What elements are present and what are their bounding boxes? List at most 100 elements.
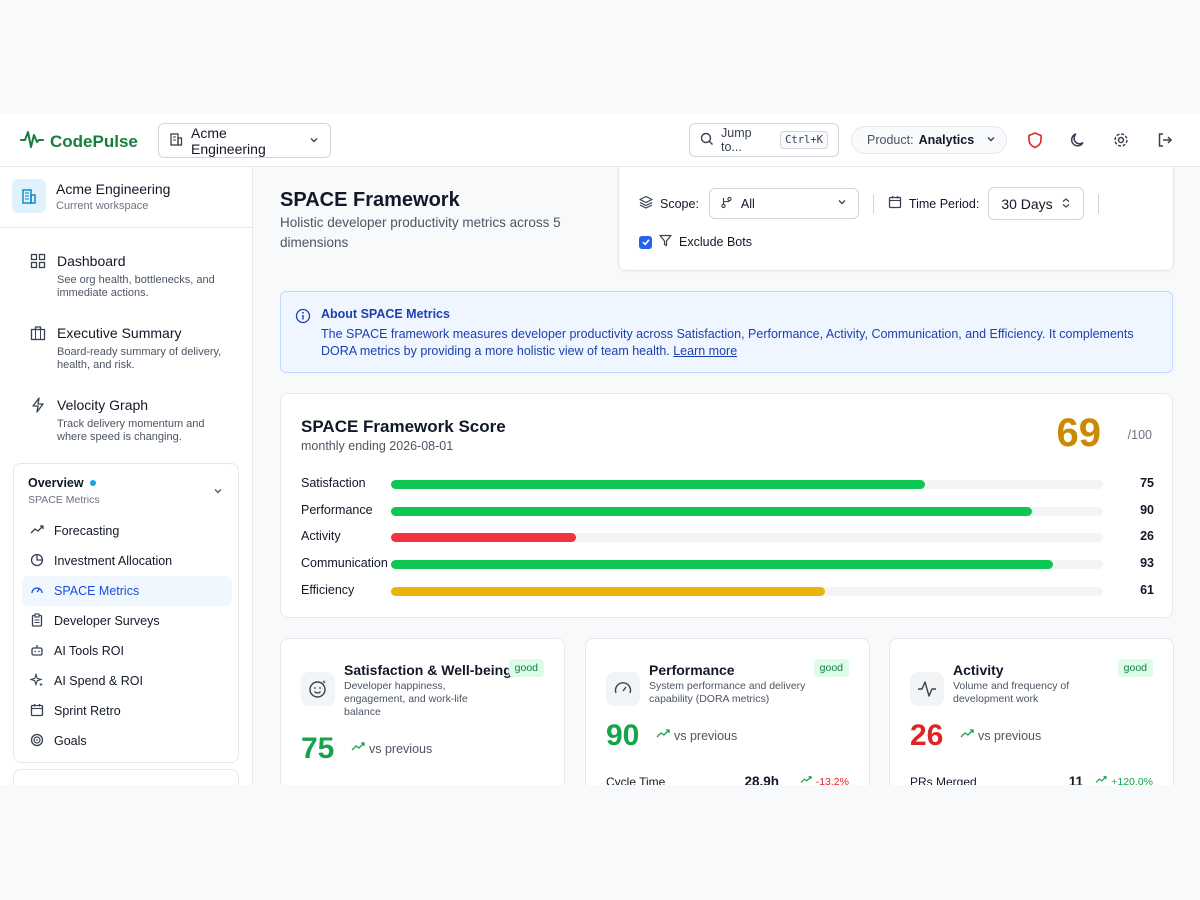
trending-up-icon bbox=[30, 523, 44, 540]
dimension-card-performance[interactable]: Performance System performance and deliv… bbox=[585, 638, 870, 785]
chevron-down-icon[interactable] bbox=[212, 484, 224, 502]
sidebar-item-velocity-graph[interactable]: Velocity Graph Track delivery momentum a… bbox=[30, 397, 222, 444]
sidebar-item-space-metrics[interactable]: SPACE Metrics bbox=[22, 576, 232, 606]
scope-select[interactable]: All bbox=[708, 188, 859, 219]
divider bbox=[1098, 193, 1100, 214]
group-title-label: Overview bbox=[28, 476, 84, 490]
divider bbox=[0, 227, 252, 228]
target-icon bbox=[30, 733, 44, 750]
filter-icon bbox=[659, 234, 672, 250]
sidebar-item-sprint-retro[interactable]: Sprint Retro bbox=[22, 696, 232, 726]
dimension-card-activity[interactable]: Activity Volume and frequency of develop… bbox=[889, 638, 1174, 785]
jump-to-search[interactable]: Jump to... Ctrl+K bbox=[689, 123, 839, 157]
calendar-icon bbox=[30, 703, 44, 720]
sidebar-group-collapsed[interactable] bbox=[13, 769, 239, 785]
exclude-bots-checkbox[interactable] bbox=[639, 235, 652, 249]
time-period-label: Time Period: bbox=[908, 196, 980, 211]
metric-row: PRs Merged 11 +120.0% bbox=[910, 774, 1153, 785]
metric-change: -13.2% bbox=[800, 775, 849, 785]
sparkles-icon bbox=[29, 672, 44, 690]
sidebar-item-label: Developer Surveys bbox=[54, 614, 160, 628]
building-icon bbox=[169, 132, 183, 149]
info-body: The SPACE framework measures developer p… bbox=[321, 326, 1161, 360]
pulse-logo-icon bbox=[20, 128, 44, 155]
group-subtitle: SPACE Metrics bbox=[28, 494, 100, 506]
dimension-bar-fill bbox=[391, 480, 925, 489]
sidebar-item-title: Executive Summary bbox=[57, 325, 182, 341]
sidebar-item-desc: See org health, bottlenecks, and immedia… bbox=[57, 274, 215, 299]
sidebar-item-title: Velocity Graph bbox=[57, 397, 149, 413]
trend-label: vs previous bbox=[369, 741, 433, 756]
dimension-bar-track bbox=[391, 560, 1103, 570]
chevron-down-icon bbox=[308, 133, 320, 149]
sidebar-item-investment-allocation[interactable]: Investment Allocation bbox=[22, 546, 232, 576]
sidebar-item-forecasting[interactable]: Forecasting bbox=[22, 516, 232, 546]
space-score-card: SPACE Framework Score monthly ending 202… bbox=[280, 393, 1173, 618]
grid-icon bbox=[30, 253, 46, 300]
workspace-card[interactable]: Acme Engineering Current workspace bbox=[12, 179, 170, 213]
sidebar-item-ai-spend-roi[interactable]: AI Spend & ROI bbox=[22, 666, 232, 696]
trend-vs-previous: vs previous bbox=[656, 728, 737, 743]
sidebar-item-developer-surveys[interactable]: Developer Surveys bbox=[22, 606, 232, 636]
page-subtitle: Holistic developer productivity metrics … bbox=[280, 215, 561, 250]
score-subtitle: monthly ending 2026-08-01 bbox=[301, 439, 454, 453]
gear-icon[interactable] bbox=[1110, 129, 1132, 151]
dimension-bar-fill bbox=[391, 560, 1054, 570]
dimension-value: 26 bbox=[1140, 529, 1154, 544]
dimension-bar-track bbox=[391, 586, 1103, 596]
git-branch-icon bbox=[720, 196, 733, 212]
calendar-icon bbox=[888, 195, 902, 212]
sidebar-group-overview: Overview SPACE Metrics Forecasting Inves… bbox=[13, 463, 239, 763]
dimension-card-satisfaction[interactable]: Satisfaction & Well-being Developer happ… bbox=[280, 638, 565, 785]
product-selector[interactable]: Product: Analytics bbox=[851, 126, 1007, 154]
filters-row: Scope: All Time Period: 30 Days bbox=[639, 187, 1106, 220]
metric-value: 11 bbox=[1068, 774, 1083, 785]
group-title[interactable]: Overview bbox=[28, 476, 96, 490]
workspace-subtitle: Current workspace bbox=[56, 199, 149, 212]
shield-icon[interactable] bbox=[1024, 129, 1046, 151]
sidebar-item-label: Goals bbox=[54, 734, 87, 748]
dimension-value: 90 bbox=[1140, 502, 1154, 517]
trend-vs-previous: vs previous bbox=[960, 728, 1041, 743]
org-switcher-label: Acme Engineering bbox=[191, 124, 266, 157]
trending-up-icon bbox=[351, 741, 365, 756]
building-icon bbox=[12, 179, 46, 213]
learn-more-link[interactable]: Learn more bbox=[673, 344, 738, 358]
metric-label: Cycle Time bbox=[606, 775, 666, 785]
moon-icon[interactable] bbox=[1067, 129, 1089, 151]
logo[interactable]: CodePulse bbox=[20, 128, 138, 155]
trending-up-icon bbox=[1095, 775, 1107, 785]
card-description: Volume and frequency of development work bbox=[953, 680, 1070, 705]
logout-icon[interactable] bbox=[1154, 129, 1176, 151]
chevron-down-icon bbox=[985, 133, 997, 148]
dimension-row-efficiency: Efficiency 61 bbox=[301, 583, 1154, 599]
dimension-row-performance: Performance 90 bbox=[301, 503, 1154, 519]
dimension-bar-fill bbox=[391, 586, 826, 596]
card-title: Satisfaction & Well-being bbox=[344, 662, 512, 678]
page-title: SPACE Framework bbox=[280, 189, 460, 211]
product-value: Analytics bbox=[918, 133, 975, 147]
keyboard-shortcut: Ctrl+K bbox=[780, 131, 828, 149]
sidebar-item-label: Sprint Retro bbox=[54, 704, 121, 718]
gauge-icon bbox=[30, 583, 44, 600]
dimension-label: Satisfaction bbox=[301, 476, 366, 490]
scope-value: All bbox=[740, 196, 755, 211]
status-badge: good bbox=[813, 659, 849, 677]
info-banner: About SPACE Metrics The SPACE framework … bbox=[280, 291, 1173, 373]
metric-row: Cycle Time 28.9h -13.2% bbox=[606, 774, 849, 785]
status-badge: good bbox=[508, 659, 544, 677]
filters-panel: Scope: All Time Period: 30 Days bbox=[618, 167, 1174, 271]
sidebar-item-dashboard[interactable]: Dashboard See org health, bottlenecks, a… bbox=[30, 253, 222, 300]
dimension-value: 75 bbox=[1140, 476, 1154, 490]
logo-text: CodePulse bbox=[50, 131, 138, 151]
product-label: Product: bbox=[867, 133, 914, 147]
sidebar-item-goals[interactable]: Goals bbox=[22, 726, 232, 756]
sidebar-item-ai-tools-roi[interactable]: AI Tools ROI bbox=[22, 636, 232, 666]
dimension-row-communication: Communication 93 bbox=[301, 556, 1154, 572]
sidebar-item-executive-summary[interactable]: Executive Summary Board-ready summary of… bbox=[30, 325, 222, 372]
top-header: CodePulse Acme Engineering Jump to... Ct… bbox=[0, 114, 1200, 167]
trending-up-icon bbox=[656, 728, 670, 743]
org-switcher-button[interactable]: Acme Engineering bbox=[158, 123, 331, 158]
dimension-bar-fill bbox=[391, 533, 577, 543]
time-period-select[interactable]: 30 Days bbox=[988, 187, 1085, 220]
